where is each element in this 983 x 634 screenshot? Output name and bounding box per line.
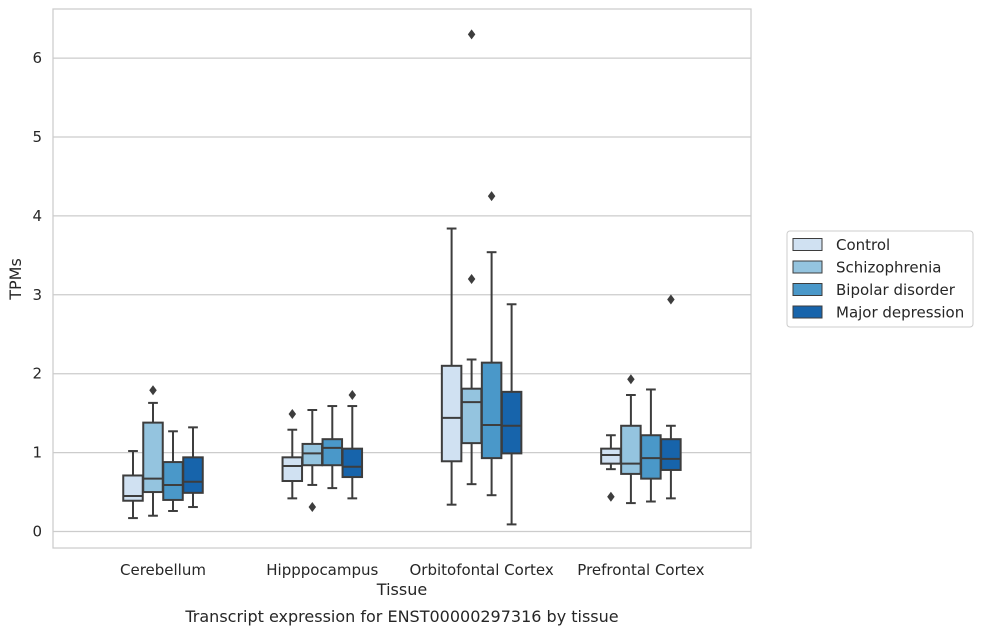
chart-title: Transcript expression for ENST0000029731… — [184, 607, 618, 626]
box-body — [480, 361, 503, 460]
box-body — [281, 456, 304, 483]
box-major-depression — [500, 303, 523, 526]
y-tick-label: 3 — [32, 286, 42, 304]
y-tick-label: 1 — [32, 444, 42, 462]
outlier-point — [607, 491, 615, 502]
outlier-point — [467, 274, 476, 285]
legend-swatch — [792, 283, 823, 296]
box-schizophrenia — [620, 374, 642, 505]
box-body — [460, 387, 483, 445]
outlier-point — [149, 385, 157, 396]
y-tick-label: 6 — [32, 49, 42, 67]
outlier-point — [308, 502, 317, 513]
y-tick-label: 0 — [32, 523, 42, 541]
legend-swatch — [792, 238, 823, 251]
y-axis-label: TPMs — [6, 258, 25, 301]
outlier-point — [627, 374, 635, 385]
x-axis-label: Tissue — [376, 580, 427, 599]
plot-frame — [52, 8, 752, 549]
y-axis-ticks: 0 1 2 3 4 5 6 — [32, 49, 42, 540]
box-body — [301, 442, 324, 467]
box-body — [440, 364, 463, 463]
y-tick-label: 5 — [32, 128, 42, 146]
box-body — [640, 434, 662, 480]
gridlines — [53, 57, 751, 533]
legend-label: Control — [836, 236, 890, 254]
box-body — [162, 461, 184, 501]
box-body — [660, 438, 682, 471]
box-major-depression — [182, 426, 204, 509]
outlier-point — [288, 408, 297, 419]
outlier-point — [667, 294, 675, 305]
box-body — [600, 447, 622, 465]
legend-label: Major depression — [836, 304, 964, 322]
box-control — [600, 434, 622, 502]
x-tick-label: Prefrontal Cortex — [577, 561, 704, 579]
legend-label: Schizophrenia — [836, 259, 941, 277]
box-control — [281, 408, 304, 500]
outlier-point — [348, 390, 357, 401]
box-body — [620, 424, 642, 475]
box-bipolar-disorder — [480, 191, 503, 497]
x-axis-ticks: Cerebellum Hipppocampus Orbitofontal Corte… — [120, 561, 705, 579]
legend-frame — [786, 230, 974, 328]
boxplot-marks — [122, 29, 682, 526]
x-tick-label: Cerebellum — [120, 561, 206, 579]
outlier-point — [487, 191, 496, 202]
box-schizophrenia — [460, 29, 483, 486]
box-bipolar-disorder — [162, 430, 184, 512]
x-tick-label: Hipppocampus — [266, 561, 378, 579]
box-body — [321, 438, 344, 467]
legend-label: Bipolar disorder — [836, 281, 956, 299]
box-bipolar-disorder — [640, 388, 662, 503]
box-major-depression — [660, 294, 682, 500]
y-tick-label: 2 — [32, 365, 42, 383]
box-body — [182, 456, 204, 494]
legend-swatch — [792, 260, 823, 274]
box-control — [440, 227, 463, 506]
box-schizophrenia — [301, 408, 324, 513]
box-body — [500, 390, 523, 455]
outlier-point — [467, 29, 476, 40]
y-tick-label: 4 — [32, 207, 42, 225]
legend: Control Schizophrenia Bipolar disorder Majo… — [786, 230, 974, 328]
legend-swatch — [792, 305, 823, 319]
x-tick-label: Orbitofontal Cortex — [409, 561, 553, 579]
box-body — [341, 447, 364, 479]
box-schizophrenia — [142, 385, 164, 517]
box-body — [142, 421, 164, 494]
box-major-depression — [341, 390, 364, 500]
box-control — [122, 450, 144, 520]
box-bipolar-disorder — [321, 405, 344, 490]
